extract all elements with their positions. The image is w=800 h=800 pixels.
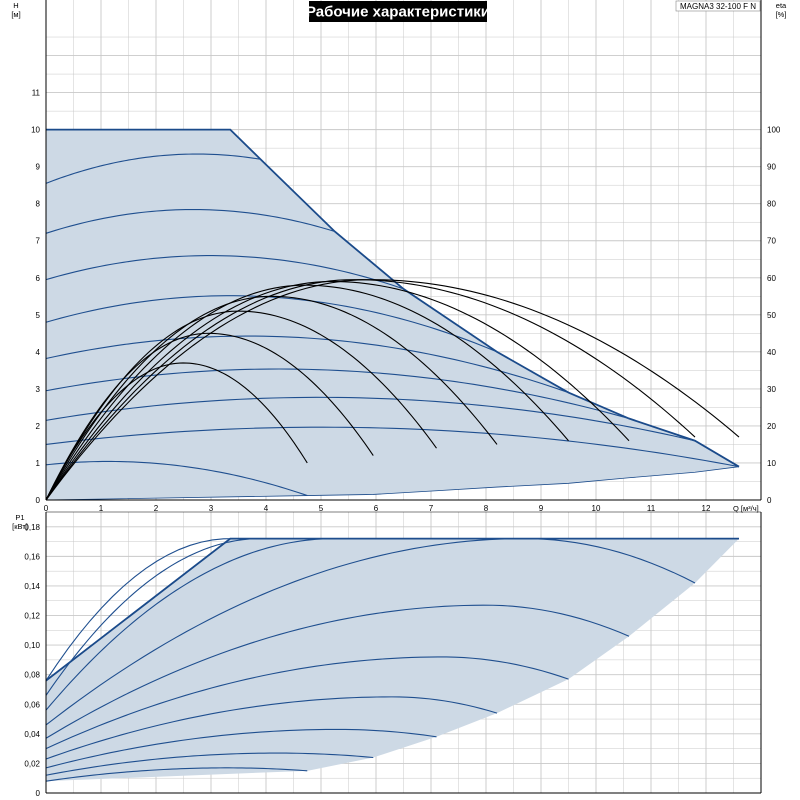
- eta-tick-label: 10: [767, 459, 776, 468]
- p1-tick-label: 0,10: [24, 641, 40, 650]
- hq-curves: [45, 153, 740, 497]
- p1-tick-label: 0,14: [24, 582, 40, 591]
- chart-title: Рабочие характеристики: [306, 4, 490, 21]
- q-axis-label: Q [м³/ч]: [733, 504, 759, 513]
- p1-tick-label: 0: [36, 789, 41, 798]
- p1-axis-label: P1: [15, 513, 24, 522]
- p1-tick-label: 0,02: [24, 759, 40, 768]
- h-tick-label: 6: [36, 274, 41, 283]
- hq-curve-5: [45, 335, 569, 394]
- hq-curve-7: [45, 396, 696, 442]
- p1-tick-labels: 0 0,02 0,04 0,06 0,08 0,10 0,12 0,14 0,16 0,18: [24, 523, 40, 798]
- q-tick-label: 1: [99, 504, 104, 513]
- q-tick-label: 12: [702, 504, 711, 513]
- eta-axis-unit: [%]: [776, 10, 787, 19]
- q-tick-label: 8: [484, 504, 489, 513]
- h-tick-label: 10: [31, 126, 40, 135]
- p1-tick-label: 0,08: [24, 671, 40, 680]
- q-tick-label: 4: [264, 504, 269, 513]
- hq-min-curve: [45, 466, 740, 501]
- h-tick-label: 7: [36, 237, 41, 246]
- q-tick-label: 7: [429, 504, 434, 513]
- hq-curve-9: [45, 460, 308, 497]
- p1-curves: [45, 538, 712, 782]
- p1-curve-9: [45, 752, 374, 776]
- hq-max-curve: [46, 128, 740, 468]
- p1-operating-area-fill: [46, 538, 739, 782]
- q-tick-label: 2: [154, 504, 159, 513]
- h-tick-label: 4: [36, 348, 41, 357]
- q-tick-label: 5: [319, 504, 324, 513]
- hq-operating-area: [45, 128, 740, 501]
- eta-curve-4: [45, 295, 498, 501]
- h-tick-label: 9: [36, 163, 41, 172]
- h-axis-unit: [м]: [11, 10, 20, 19]
- h-tick-label: 0: [36, 496, 41, 505]
- eta-tick-label: 0: [767, 496, 772, 505]
- hq-curve-1: [45, 153, 261, 184]
- p1-tick-label: 0,16: [24, 552, 40, 561]
- hq-curve-2: [45, 208, 335, 234]
- eta-tick-label: 50: [767, 311, 776, 320]
- p1-curve-7: [45, 696, 498, 760]
- eta-tick-label: 30: [767, 385, 776, 394]
- h-tick-label: 2: [36, 422, 41, 431]
- hq-curve-8: [45, 426, 740, 468]
- p1-curve-2: [45, 538, 261, 696]
- p1-curve-4: [45, 538, 696, 726]
- eta-curves: [45, 279, 740, 501]
- p1-curve-8: [45, 728, 437, 769]
- hq-operating-area-fill: [46, 129, 739, 500]
- hq-axes: [45, 0, 762, 501]
- h-tick-label: 3: [36, 385, 41, 394]
- model-label: MAGNA3 32-100 F N: [680, 2, 756, 11]
- h-tick-label: 1: [36, 459, 41, 468]
- hq-curve-3: [45, 255, 404, 290]
- q-tick-label: 11: [647, 504, 656, 513]
- eta-curve-3: [45, 310, 437, 501]
- q-tick-label: 3: [209, 504, 214, 513]
- eta-tick-label: 100: [767, 126, 781, 135]
- p1-axis-unit: [кВт]: [12, 522, 28, 531]
- eta-curve-1: [45, 362, 308, 501]
- eta-tick-label: 60: [767, 274, 776, 283]
- p1-curve-5: [45, 604, 630, 739]
- p1-tick-label: 0,04: [24, 730, 40, 739]
- p1-tick-label: 0,12: [24, 612, 40, 621]
- eta-curve-8: [45, 279, 740, 501]
- q-tick-label: 0: [44, 504, 49, 513]
- q-tick-label: 10: [592, 504, 601, 513]
- q-tick-label: 9: [539, 504, 544, 513]
- h-tick-label: 5: [36, 311, 41, 320]
- p1-curve-3: [45, 538, 335, 711]
- eta-axis-label: eta: [776, 1, 787, 10]
- eta-tick-label: 40: [767, 348, 776, 357]
- p1-tick-label: 0,18: [24, 523, 40, 532]
- title-box: [309, 1, 487, 22]
- h-tick-label: 8: [36, 200, 41, 209]
- h-tick-label: 11: [32, 89, 41, 98]
- p1-curve-1: [45, 538, 712, 681]
- model-box: [675, 0, 761, 12]
- h-axis-label: H: [13, 1, 18, 10]
- eta-tick-label: 80: [767, 200, 776, 209]
- q-tick-label: 6: [374, 504, 379, 513]
- hq-curve-4: [45, 295, 498, 353]
- eta-tick-label: 20: [767, 422, 776, 431]
- eta-tick-label: 90: [767, 163, 776, 172]
- p1-panel: 0 0,02 0,04 0,06 0,08 0,10 0,12 0,14 0,16 0,18: [24, 511, 762, 798]
- p1-tick-label: 0,06: [24, 700, 40, 709]
- p1-curve-6: [45, 656, 569, 750]
- p1-axes: [45, 511, 762, 794]
- p1-curve-10: [45, 767, 308, 782]
- eta-tick-label: 70: [767, 237, 776, 246]
